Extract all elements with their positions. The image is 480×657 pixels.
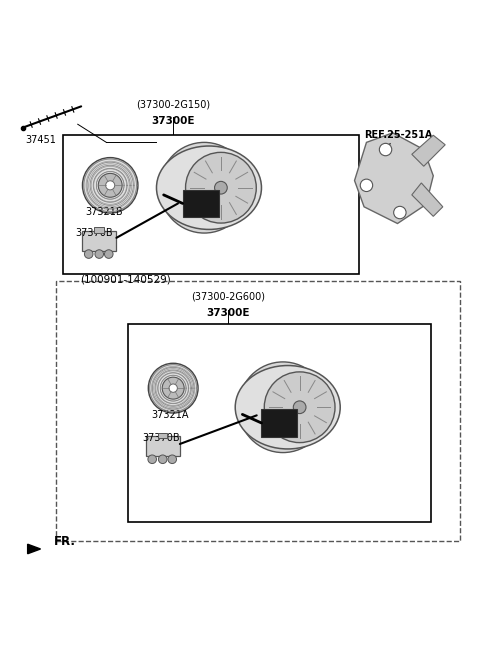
- Circle shape: [264, 372, 335, 443]
- Text: (37300-2G600): (37300-2G600): [191, 292, 265, 302]
- Bar: [128, 324, 431, 522]
- Text: 37451: 37451: [25, 135, 56, 145]
- Circle shape: [148, 363, 198, 413]
- Circle shape: [148, 455, 156, 464]
- Ellipse shape: [159, 143, 249, 233]
- Text: FR.: FR.: [54, 535, 76, 548]
- Text: 37300E: 37300E: [151, 116, 195, 126]
- Circle shape: [379, 143, 392, 156]
- Text: (100901-140529): (100901-140529): [80, 275, 171, 284]
- Bar: [82, 231, 116, 251]
- Polygon shape: [412, 183, 443, 216]
- Circle shape: [215, 181, 227, 194]
- Circle shape: [186, 152, 256, 223]
- Circle shape: [162, 377, 184, 399]
- Circle shape: [168, 455, 177, 464]
- Bar: [95, 227, 104, 233]
- Circle shape: [95, 250, 104, 258]
- Polygon shape: [355, 133, 433, 223]
- Bar: [158, 432, 168, 438]
- Circle shape: [105, 250, 113, 258]
- Circle shape: [84, 250, 93, 258]
- Bar: [262, 409, 297, 437]
- Circle shape: [158, 455, 167, 464]
- Circle shape: [394, 206, 406, 219]
- Bar: [56, 281, 459, 541]
- Ellipse shape: [235, 365, 340, 449]
- Circle shape: [98, 173, 122, 197]
- Polygon shape: [412, 135, 445, 166]
- Bar: [63, 135, 360, 273]
- Circle shape: [83, 158, 138, 213]
- Text: 37321B: 37321B: [85, 207, 122, 217]
- Text: REF.25-251A: REF.25-251A: [364, 130, 432, 140]
- Text: 37300E: 37300E: [206, 308, 250, 318]
- Text: (37300-2G150): (37300-2G150): [136, 100, 210, 110]
- Circle shape: [360, 179, 372, 192]
- Text: 37370B: 37370B: [75, 228, 113, 238]
- Bar: [183, 190, 218, 217]
- Bar: [145, 436, 180, 457]
- Circle shape: [293, 401, 306, 414]
- Ellipse shape: [239, 362, 327, 453]
- Circle shape: [169, 384, 177, 392]
- Text: 37321A: 37321A: [152, 409, 189, 420]
- Text: 37370B: 37370B: [142, 432, 180, 443]
- Polygon shape: [28, 544, 40, 554]
- Circle shape: [106, 181, 115, 190]
- Ellipse shape: [156, 146, 262, 229]
